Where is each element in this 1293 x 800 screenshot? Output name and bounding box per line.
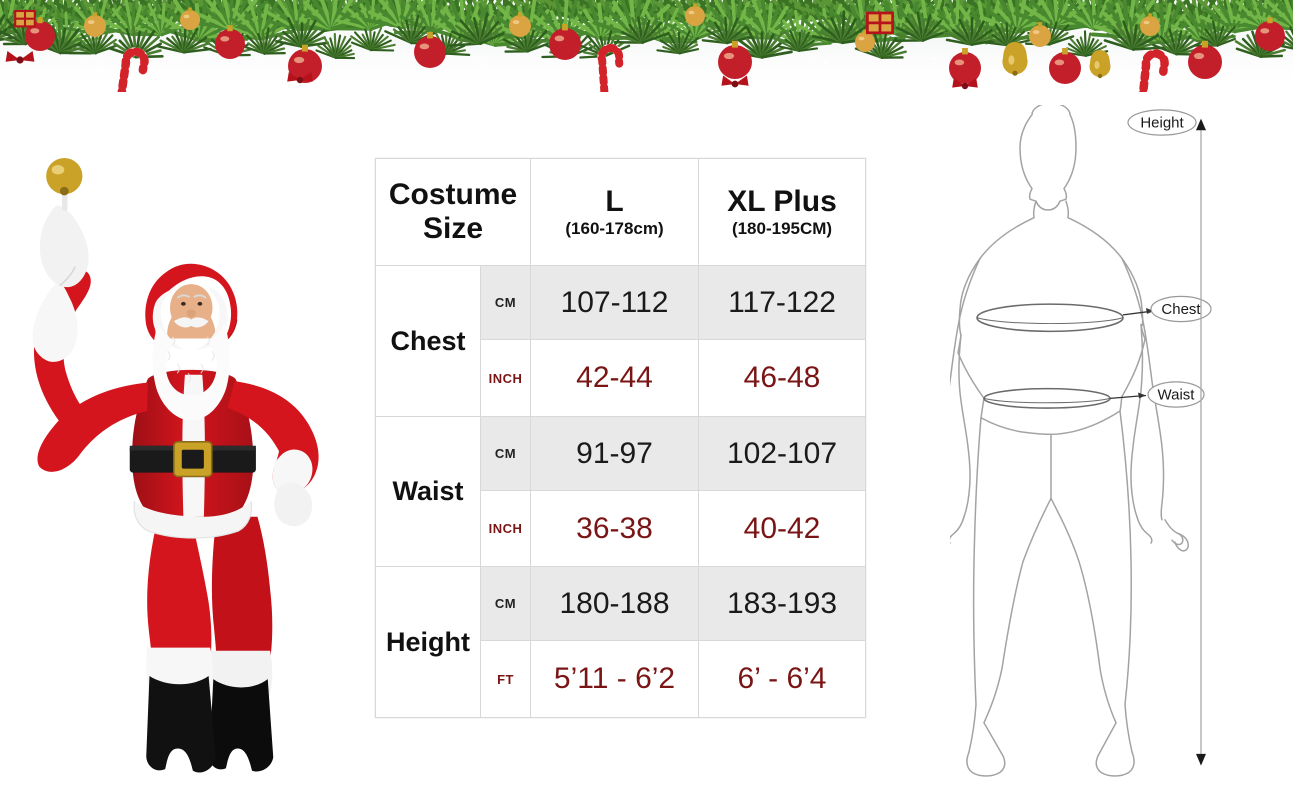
svg-text:Waist: Waist xyxy=(1158,388,1195,404)
svg-text:Chest: Chest xyxy=(1161,302,1200,318)
svg-text:Height: Height xyxy=(1140,116,1183,132)
